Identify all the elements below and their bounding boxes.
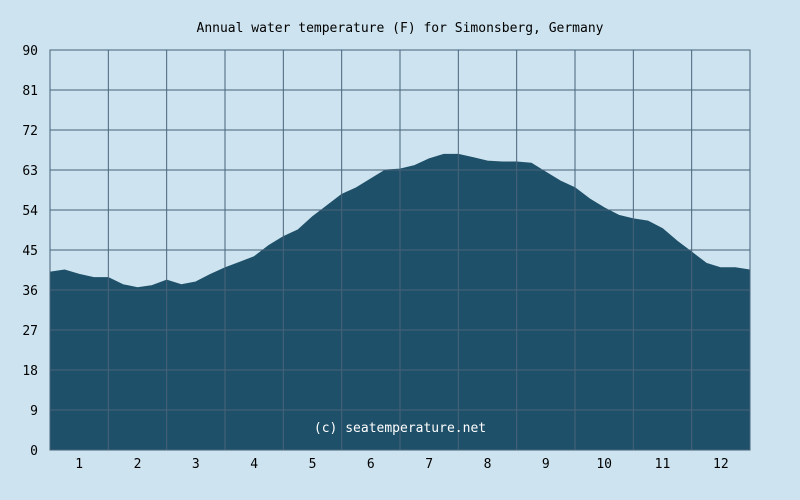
y-tick-label: 81 [22,84,38,99]
y-tick-label: 45 [22,244,38,259]
y-tick-label: 36 [22,284,38,299]
x-tick-label: 10 [596,457,612,472]
y-tick-label: 72 [22,124,38,139]
y-tick-label: 9 [30,404,38,419]
x-tick-label: 4 [250,457,258,472]
x-tick-label: 6 [367,457,375,472]
x-tick-label: 3 [192,457,200,472]
y-tick-label: 63 [22,164,38,179]
x-tick-label: 2 [134,457,142,472]
plot-border [49,49,751,451]
y-tick-label: 90 [22,44,38,59]
y-tick-label: 18 [22,364,38,379]
chart-title: Annual water temperature (F) for Simonsb… [197,21,604,36]
x-tick-label: 11 [655,457,671,472]
y-tick-label: 54 [22,204,38,219]
x-tick-label: 12 [713,457,729,472]
x-tick-label: 1 [75,457,83,472]
y-tick-label: 0 [30,444,38,459]
x-tick-label: 5 [309,457,317,472]
y-tick-label: 27 [22,324,38,339]
copyright-annotation: (c) seatemperature.net [314,421,486,436]
x-tick-label: 8 [484,457,492,472]
x-tick-label: 7 [425,457,433,472]
x-tick-label: 9 [542,457,550,472]
